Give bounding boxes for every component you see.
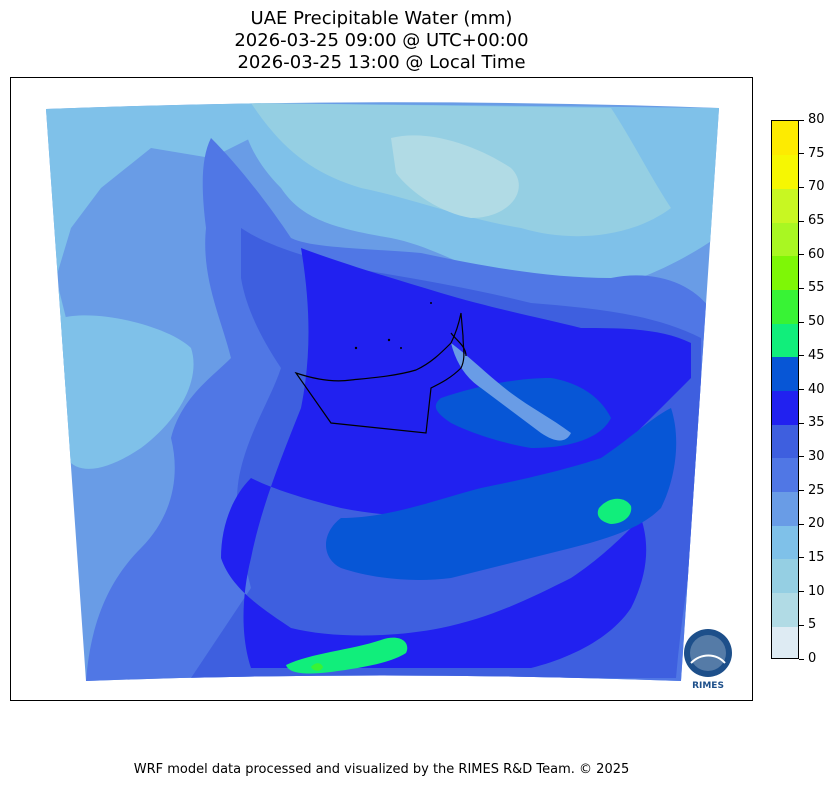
colorbar-tick-label: 70 bbox=[808, 179, 825, 195]
colorbar-tick-label: 5 bbox=[808, 617, 817, 633]
colorbar-segment bbox=[772, 356, 798, 391]
rimes-logo-emblem bbox=[684, 629, 732, 677]
colorbar-tick-label: 40 bbox=[808, 381, 825, 397]
utc-time-label: 2026-03-25 09:00 @ UTC+00:00 bbox=[234, 30, 529, 51]
colorbar-tick-label: 15 bbox=[808, 549, 825, 565]
map-title: UAE Precipitable Water (mm) bbox=[250, 8, 513, 29]
colorbar-tick bbox=[799, 254, 804, 256]
contour-5-10-north bbox=[391, 135, 519, 218]
colorbar-tick bbox=[799, 490, 804, 492]
colorbar-segment bbox=[772, 626, 798, 658]
colorbar-tick-label: 30 bbox=[808, 448, 825, 464]
island bbox=[430, 302, 432, 304]
colorbar-segment bbox=[772, 121, 798, 156]
colorbar-tick bbox=[799, 287, 804, 289]
colorbar-tick bbox=[799, 591, 804, 593]
contour-40-45-east bbox=[326, 408, 677, 580]
colorbar-tick bbox=[799, 153, 804, 155]
colorbar-segment bbox=[772, 424, 798, 459]
colorbar-tick-label: 35 bbox=[808, 415, 825, 431]
colorbar-segment bbox=[772, 222, 798, 257]
colorbar-segment bbox=[772, 289, 798, 324]
colorbar-segment bbox=[772, 457, 798, 493]
contour-50-55-spot bbox=[311, 663, 323, 671]
map-frame: RIMES bbox=[10, 77, 753, 701]
colorbar-tick bbox=[799, 523, 804, 525]
colorbar-tick bbox=[799, 119, 804, 121]
oman-border bbox=[450, 332, 467, 357]
colorbar-segment bbox=[772, 592, 798, 627]
colorbar-tick bbox=[799, 220, 804, 222]
colorbar-segment bbox=[772, 491, 798, 526]
local-time-label: 2026-03-25 13:00 @ Local Time bbox=[237, 52, 526, 73]
colorbar-tick bbox=[799, 557, 804, 559]
footer-credit: WRF model data processed and visualized … bbox=[133, 762, 630, 777]
colorbar-tick bbox=[799, 658, 804, 660]
colorbar-tick-label: 65 bbox=[808, 213, 825, 229]
island bbox=[387, 338, 391, 342]
colorbar-segment bbox=[772, 154, 798, 189]
colorbar-tick-label: 0 bbox=[808, 651, 817, 666]
rimes-logo-ring bbox=[690, 635, 726, 671]
uae-boundary bbox=[294, 312, 465, 434]
colorbar-segment bbox=[772, 255, 798, 290]
colorbar-tick-label: 55 bbox=[808, 280, 825, 296]
contour-45-50-east-blob bbox=[597, 498, 632, 524]
colorbar-tick-label: 20 bbox=[808, 516, 825, 532]
rimes-logo-text: RIMES bbox=[692, 681, 724, 691]
colorbar-tick bbox=[799, 456, 804, 458]
contour-15-20-southwest bbox=[61, 315, 194, 469]
rimes-logo: RIMES bbox=[684, 629, 732, 691]
contour-strait-streak bbox=[451, 343, 571, 441]
colorbar-tick bbox=[799, 624, 804, 626]
colorbar-tick bbox=[799, 321, 804, 323]
contour-35-40 bbox=[221, 248, 691, 668]
contour-fill-layer bbox=[46, 102, 719, 682]
colorbar-tick-label: 50 bbox=[808, 314, 825, 330]
island bbox=[400, 347, 402, 349]
precipitable-water-map: RIMES bbox=[46, 102, 732, 691]
colorbar-tick bbox=[799, 389, 804, 390]
colorbar-segment bbox=[772, 323, 798, 358]
colorbar-segment bbox=[772, 390, 798, 425]
rimes-logo-wave bbox=[690, 654, 726, 664]
colorbar-tick bbox=[799, 355, 804, 357]
colorbar-segment bbox=[772, 558, 798, 594]
colorbar-tick-label: 80 bbox=[808, 112, 825, 127]
colorbar bbox=[771, 120, 799, 659]
colorbar-tick-label: 75 bbox=[808, 145, 825, 161]
colorbar-tick bbox=[799, 186, 804, 188]
contour-15-20-west bbox=[46, 103, 261, 398]
island bbox=[354, 346, 358, 350]
colorbar-tick bbox=[799, 422, 804, 424]
colorbar-tick-label: 45 bbox=[808, 347, 825, 363]
colorbar-tick-label: 25 bbox=[808, 482, 825, 498]
colorbar-tick-label: 10 bbox=[808, 583, 825, 599]
colorbar-segment bbox=[772, 188, 798, 223]
colorbar-segment bbox=[772, 525, 798, 560]
colorbar-tick-label: 60 bbox=[808, 246, 825, 262]
